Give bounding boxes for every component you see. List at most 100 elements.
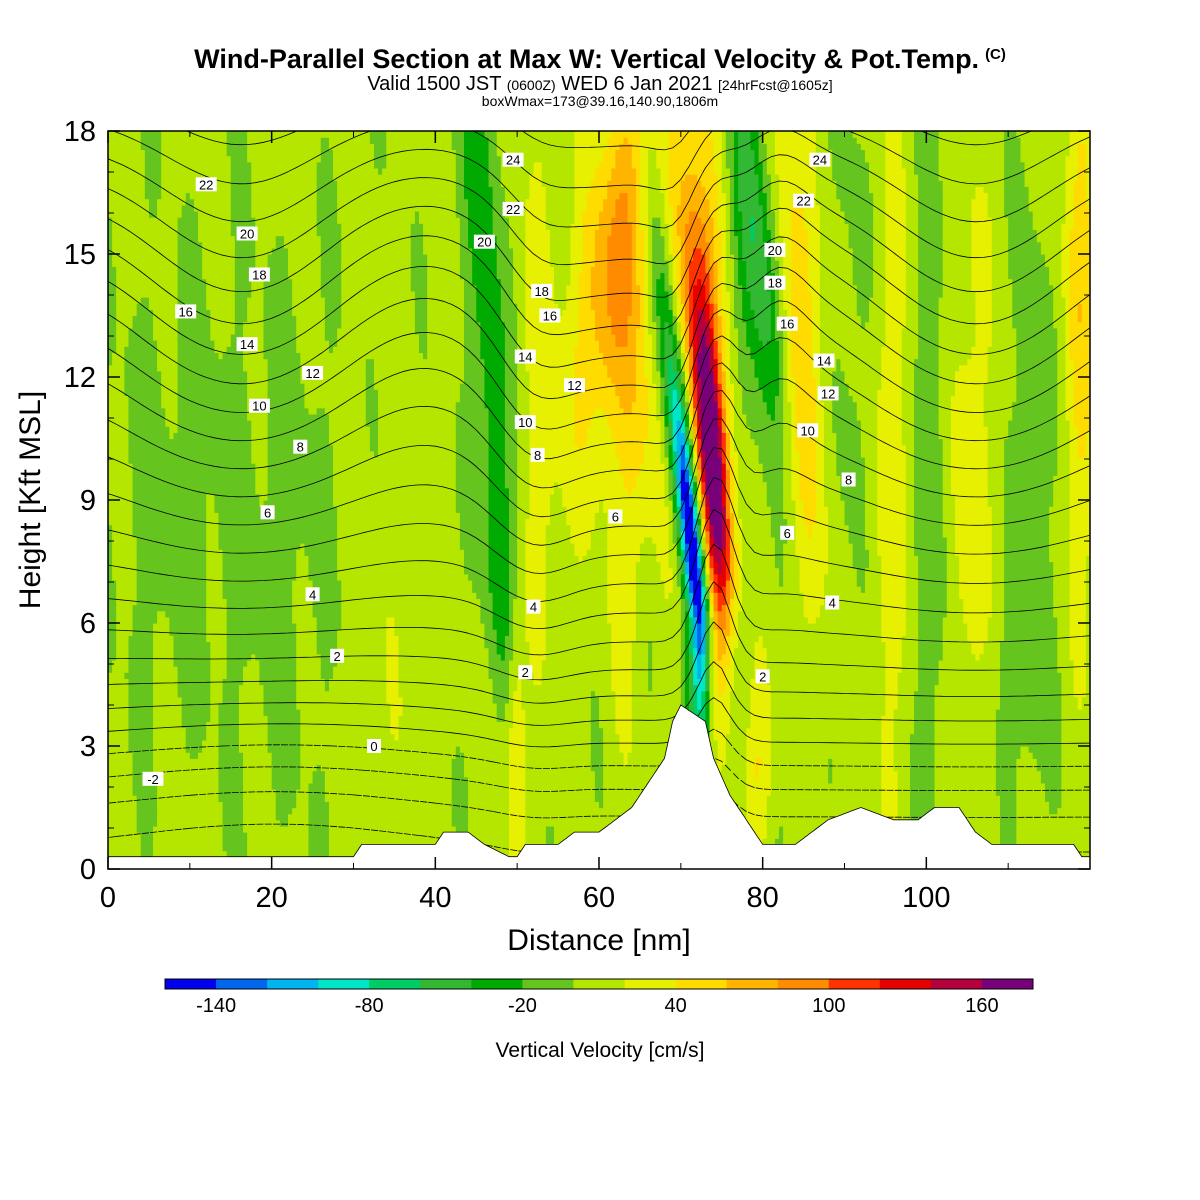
velocity-cell (738, 567, 743, 575)
velocity-cell (455, 475, 490, 483)
velocity-cell (938, 358, 968, 366)
velocity-cell (734, 395, 743, 403)
velocity-cell (734, 469, 739, 476)
velocity-cell (594, 321, 612, 329)
velocity-cell (1077, 426, 1090, 433)
velocity-cell (971, 346, 989, 353)
velocity-cell (738, 450, 760, 458)
velocity-cell (783, 278, 792, 286)
velocity-cell (701, 383, 715, 390)
velocity-cell (582, 247, 596, 255)
velocity-cell (729, 407, 735, 415)
velocity-cell (1053, 493, 1071, 501)
velocity-cell (701, 647, 706, 655)
velocity-cell (410, 266, 428, 274)
velocity-cell (214, 493, 260, 501)
velocity-cell (668, 549, 678, 556)
velocity-cell (705, 715, 711, 722)
velocity-cell (705, 567, 711, 575)
velocity-cell (324, 297, 342, 304)
velocity-cell (918, 635, 944, 643)
velocity-cell (553, 272, 571, 280)
velocity-cell (938, 309, 977, 317)
velocity-cell (652, 672, 682, 679)
velocity-cell (717, 223, 727, 230)
velocity-cell (877, 450, 907, 458)
velocity-cell (108, 690, 130, 698)
velocity-cell (680, 690, 686, 698)
velocity-cell (635, 278, 645, 286)
velocity-cell (717, 383, 723, 390)
velocity-cell (390, 702, 404, 710)
velocity-cell (832, 383, 850, 390)
velocity-cell (897, 782, 911, 790)
velocity-cell (709, 635, 715, 643)
velocity-cell (1069, 500, 1090, 507)
velocity-cell (864, 506, 878, 513)
velocity-cell (116, 303, 138, 310)
velocity-cell (815, 420, 825, 427)
velocity-cell (684, 401, 690, 409)
velocity-cell (108, 659, 113, 667)
velocity-cell (734, 549, 739, 556)
velocity-cell (549, 247, 571, 255)
velocity-cell (529, 463, 621, 470)
velocity-cell (893, 721, 915, 729)
velocity-cell (423, 352, 428, 360)
velocity-cell (717, 444, 723, 452)
velocity-cell (729, 247, 739, 255)
velocity-cell (108, 850, 142, 858)
velocity-cell (734, 543, 739, 550)
velocity-cell (689, 389, 694, 397)
velocity-cell (963, 598, 993, 606)
velocity-cell (418, 210, 457, 218)
velocity-cell (680, 592, 686, 599)
velocity-cell (881, 598, 907, 606)
velocity-cell (218, 758, 244, 766)
velocity-cell (529, 450, 616, 458)
velocity-cell (787, 518, 796, 526)
velocity-cell (701, 616, 706, 624)
velocity-cell (312, 586, 342, 593)
velocity-cell (402, 702, 498, 710)
velocity-cell (713, 530, 723, 538)
velocity-cell (459, 524, 490, 532)
velocity-cell (697, 389, 702, 397)
velocity-cell (693, 370, 698, 378)
velocity-cell (942, 266, 972, 274)
velocity-cell (566, 297, 580, 304)
velocity-cell (660, 352, 666, 360)
velocity-cell (774, 254, 784, 261)
velocity-cell (504, 407, 518, 415)
velocity-cell (611, 432, 649, 440)
velocity-cell (508, 807, 526, 815)
velocity-cell (770, 690, 887, 698)
velocity-cell (950, 438, 989, 446)
velocity-cell (599, 217, 612, 224)
velocity-cell (267, 727, 301, 735)
velocity-cell (631, 266, 637, 274)
velocity-cell (136, 592, 207, 599)
velocity-cell (991, 524, 1005, 532)
velocity-cell (463, 555, 490, 563)
velocity-cell (525, 579, 547, 587)
velocity-cell (590, 721, 600, 729)
velocity-cell (308, 838, 330, 845)
velocity-cell (729, 377, 739, 384)
velocity-cell (517, 450, 531, 458)
velocity-cell (684, 690, 690, 698)
velocity-cell (455, 481, 490, 489)
velocity-cell (791, 315, 813, 323)
velocity-cell (701, 579, 706, 587)
velocity-cell (856, 284, 874, 292)
velocity-cell (116, 647, 130, 655)
velocity-cell (288, 272, 322, 280)
velocity-cell (701, 444, 719, 452)
velocity-cell (885, 702, 899, 710)
velocity-cell (856, 290, 874, 298)
velocity-cell (987, 444, 1005, 452)
velocity-cell (177, 278, 207, 286)
velocity-cell (1065, 407, 1075, 415)
velocity-cell (427, 309, 465, 317)
velocity-cell (721, 395, 727, 403)
